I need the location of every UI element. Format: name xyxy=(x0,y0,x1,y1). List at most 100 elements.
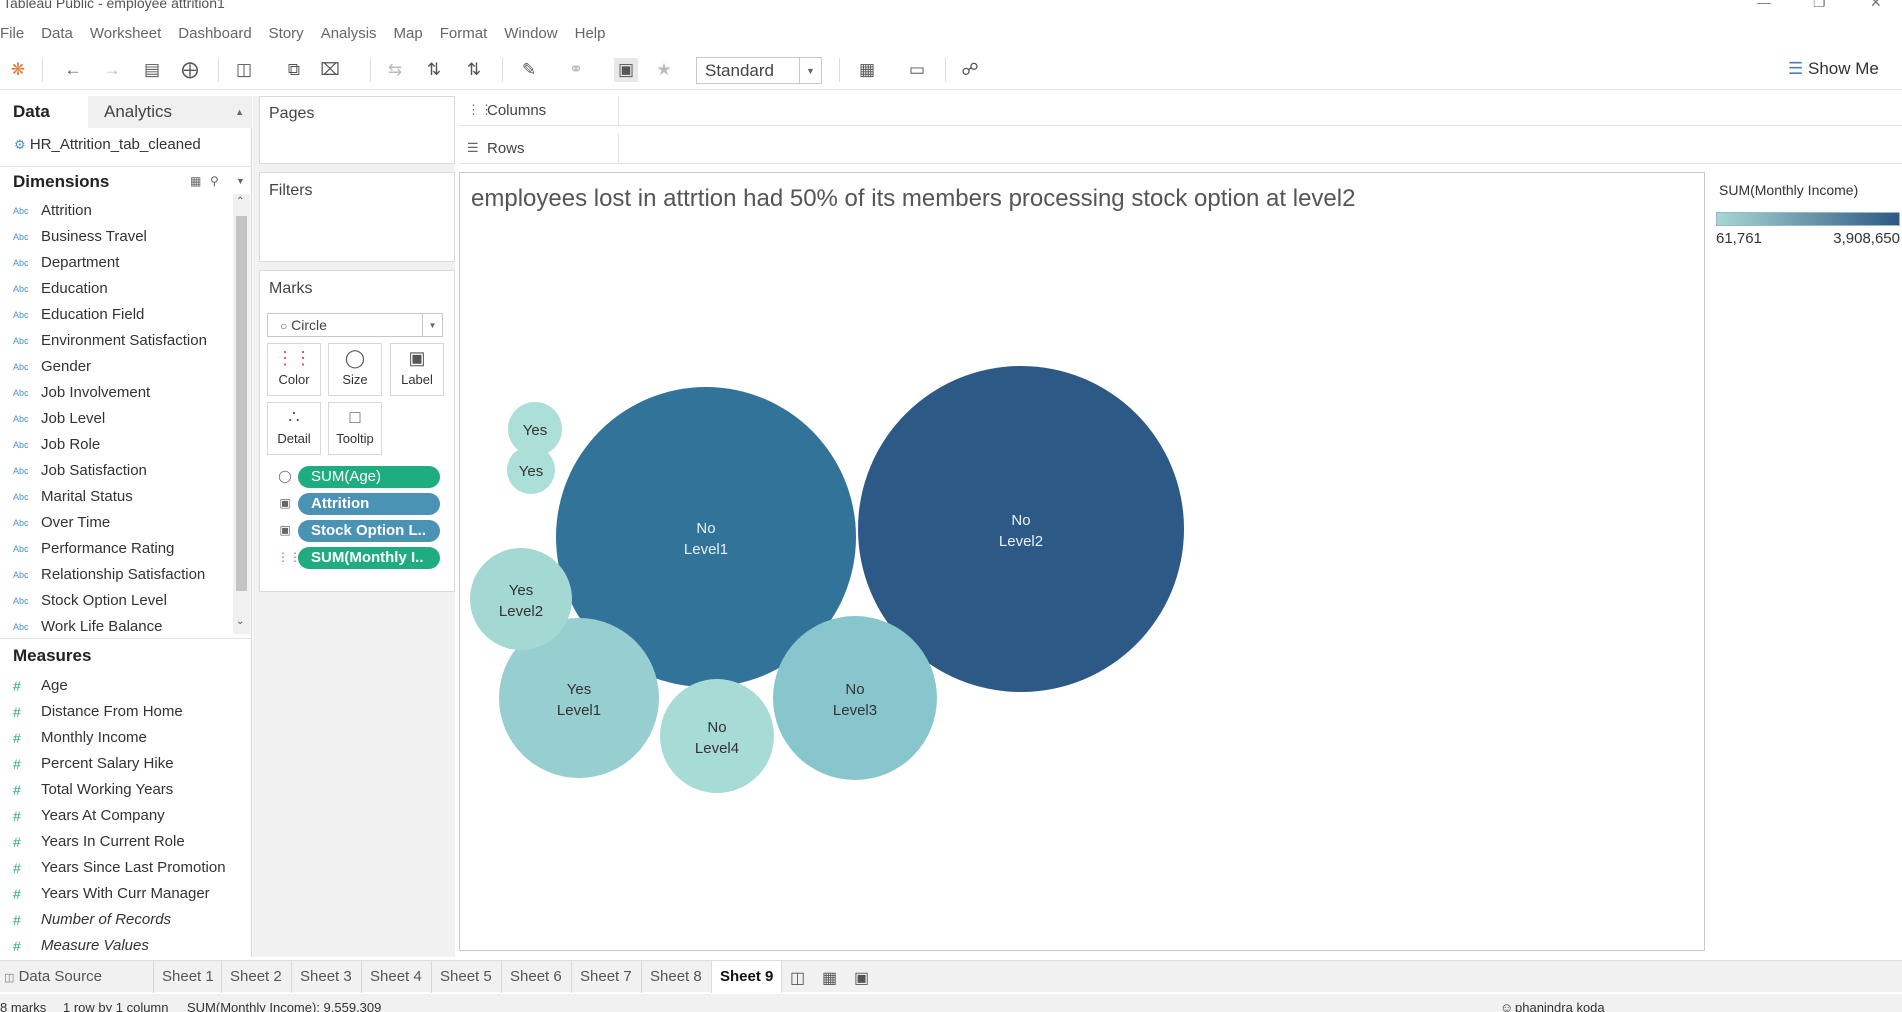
tab-sheet-8[interactable]: Sheet 8 xyxy=(641,961,702,993)
menu-story[interactable]: Story xyxy=(268,24,304,42)
bubble-mark[interactable] xyxy=(660,679,774,793)
columns-shelf[interactable]: ⋮⋮ Columns xyxy=(459,96,1902,126)
measure-field[interactable]: # Age xyxy=(13,677,68,694)
tab-analytics[interactable]: Analytics ▲ xyxy=(88,96,252,128)
new-story-icon[interactable]: ▣ xyxy=(854,970,870,987)
menu-worksheet[interactable]: Worksheet xyxy=(89,24,162,42)
detail-button[interactable]: ∴ Detail xyxy=(267,402,321,455)
dimension-field[interactable]: Abc Job Role xyxy=(13,436,100,453)
pill-attrition[interactable]: Attrition xyxy=(298,493,440,515)
bubble-mark[interactable] xyxy=(499,618,659,778)
presentation-mode-icon[interactable]: ▭ xyxy=(908,60,926,79)
tab-sheet-4[interactable]: Sheet 4 xyxy=(361,961,422,993)
group-members-icon[interactable]: ⚭ xyxy=(568,60,584,79)
duplicate-sheet-icon[interactable]: ⧉ xyxy=(287,60,301,79)
size-button[interactable]: ◯ Size xyxy=(328,343,382,396)
pill-sum-monthly-income[interactable]: SUM(Monthly I.. xyxy=(298,547,440,569)
color-button[interactable]: ⋮⋮ Color xyxy=(267,343,321,396)
measure-field[interactable]: # Years In Current Role xyxy=(13,833,185,850)
dimension-field[interactable]: Abc Job Level xyxy=(13,410,105,427)
measure-field[interactable]: # Years Since Last Promotion xyxy=(13,859,226,876)
fit-dropdown[interactable]: Standard ▼ xyxy=(696,57,822,84)
show-me-button[interactable]: ☰ Show Me xyxy=(1788,59,1879,79)
tab-sheet-3[interactable]: Sheet 3 xyxy=(291,961,352,993)
pages-card[interactable]: Pages xyxy=(259,96,455,164)
new-worksheet-icon[interactable]: ◫ xyxy=(790,970,806,987)
tab-sheet-7[interactable]: Sheet 7 xyxy=(571,961,632,993)
bubble-mark[interactable] xyxy=(858,366,1184,692)
dimension-field[interactable]: Abc Marital Status xyxy=(13,488,133,505)
measure-field[interactable]: # Distance From Home xyxy=(13,703,183,720)
search-icon[interactable]: ⚲ xyxy=(210,174,219,188)
dimension-field[interactable]: Abc Attrition xyxy=(13,202,92,219)
menu-dashboard[interactable]: Dashboard xyxy=(178,24,252,42)
measure-field[interactable]: # Total Working Years xyxy=(13,781,173,798)
menu-file[interactable]: File xyxy=(0,24,25,42)
dimension-field[interactable]: Abc Education Field xyxy=(13,306,144,323)
label-button[interactable]: ▣ Label xyxy=(390,343,444,396)
tab-sheet-6[interactable]: Sheet 6 xyxy=(501,961,562,993)
dimension-field[interactable]: Abc Education xyxy=(13,280,108,297)
menu-help[interactable]: Help xyxy=(574,24,606,42)
bubble-mark[interactable] xyxy=(508,402,562,456)
measure-field[interactable]: # Years With Curr Manager xyxy=(13,885,210,902)
measure-field[interactable]: # Measure Values xyxy=(13,937,149,954)
tab-sheet-1[interactable]: Sheet 1 xyxy=(153,961,214,993)
status-user[interactable]: phanindra koda xyxy=(1515,1000,1605,1012)
new-datasource-icon[interactable]: ⨁ xyxy=(181,60,199,79)
highlight-icon[interactable]: ✎ xyxy=(521,60,537,79)
datasource-item[interactable]: ⚙ HR_Attrition_tab_cleaned xyxy=(14,136,201,153)
filters-card[interactable]: Filters xyxy=(259,172,455,262)
color-legend[interactable]: SUM(Monthly Income) 61,761 3,908,650 xyxy=(1709,172,1902,254)
scrollbar-thumb[interactable] xyxy=(236,216,247,591)
clear-sheet-icon[interactable]: ⌧ xyxy=(320,60,340,79)
mark-type-dropdown[interactable]: ○ Circle ▼ xyxy=(267,313,443,337)
dimension-field[interactable]: Abc Over Time xyxy=(13,514,110,531)
tableau-logo-icon[interactable]: ❋ xyxy=(10,60,26,79)
measure-field[interactable]: # Percent Salary Hike xyxy=(13,755,174,772)
bubble-mark[interactable] xyxy=(470,548,572,650)
redo-icon[interactable]: → xyxy=(103,60,121,79)
show-mark-labels-icon[interactable]: ▣ xyxy=(614,58,638,82)
minimize-icon[interactable]: — xyxy=(1757,0,1771,10)
menu-analysis[interactable]: Analysis xyxy=(320,24,377,42)
rows-shelf[interactable]: ☰ Rows xyxy=(459,134,1902,164)
swap-rows-columns-icon[interactable]: ⇆ xyxy=(387,60,403,79)
new-dashboard-icon[interactable]: ▦ xyxy=(822,970,838,987)
tab-sheet-2[interactable]: Sheet 2 xyxy=(221,961,282,993)
cards-view-icon[interactable]: ▦ xyxy=(858,60,876,79)
dimension-field[interactable]: Abc Business Travel xyxy=(13,228,147,245)
worksheet-title[interactable]: employees lost in attrtion had 50% of it… xyxy=(471,185,1356,212)
dimension-field[interactable]: Abc Environment Satisfaction xyxy=(13,332,207,349)
dimension-field[interactable]: Abc Stock Option Level xyxy=(13,592,167,609)
bubble-mark[interactable] xyxy=(507,446,555,494)
menu-format[interactable]: Format xyxy=(439,24,488,42)
view-toggle-icon[interactable]: ▦ xyxy=(190,174,202,188)
worksheet-view[interactable]: employees lost in attrtion had 50% of it… xyxy=(459,172,1705,951)
tab-sheet-5[interactable]: Sheet 5 xyxy=(431,961,492,993)
tab-sheet-9[interactable]: Sheet 9 xyxy=(711,961,783,993)
tab-data[interactable]: Data xyxy=(13,102,50,121)
dimension-field[interactable]: Abc Job Satisfaction xyxy=(13,462,147,479)
restore-icon[interactable]: ❐ xyxy=(1813,0,1826,10)
dimension-field[interactable]: Abc Department xyxy=(13,254,119,271)
bubble-mark[interactable] xyxy=(773,616,937,780)
menu-window[interactable]: Window xyxy=(504,24,558,42)
share-icon[interactable]: ☍ xyxy=(961,60,979,79)
menu-data[interactable]: Data xyxy=(41,24,73,42)
pill-sum-age[interactable]: SUM(Age) xyxy=(298,466,440,488)
dimension-field[interactable]: Abc Job Involvement xyxy=(13,384,150,401)
measure-field[interactable]: # Monthly Income xyxy=(13,729,147,746)
chevron-down-icon[interactable]: ▼ xyxy=(236,176,245,186)
dimension-field[interactable]: Abc Gender xyxy=(13,358,91,375)
undo-icon[interactable]: ← xyxy=(64,60,82,79)
sort-ascending-icon[interactable]: ⇅ xyxy=(426,60,442,79)
dimension-field[interactable]: Abc Performance Rating xyxy=(13,540,174,557)
dimension-field[interactable]: Abc Relationship Satisfaction xyxy=(13,566,205,583)
measure-field[interactable]: # Number of Records xyxy=(13,911,171,928)
bubble-chart[interactable]: No Level2 No Level1 No Level3 Yes Level1 No Level… xyxy=(460,173,1706,952)
menu-map[interactable]: Map xyxy=(393,24,423,42)
scroll-down-icon[interactable]: ⌄ xyxy=(236,616,245,627)
pill-stock-option-level[interactable]: Stock Option L.. xyxy=(298,520,440,542)
tooltip-button[interactable]: □ Tooltip xyxy=(328,402,382,455)
